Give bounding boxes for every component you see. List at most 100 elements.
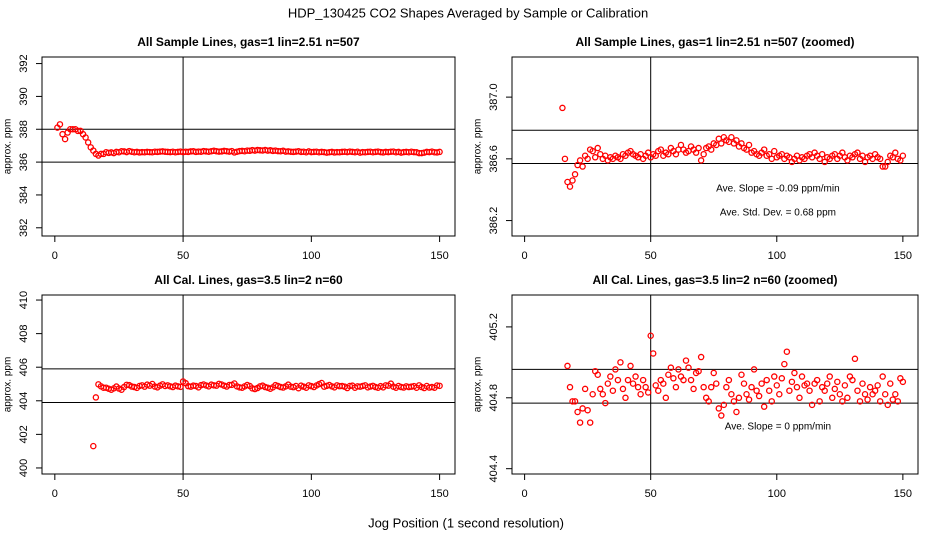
- point: [728, 390, 735, 398]
- point: [803, 380, 811, 387]
- y-tick-label: 386.2: [488, 207, 500, 235]
- point: [818, 150, 826, 158]
- point: [871, 387, 879, 394]
- y-tick-label: 386.6: [488, 145, 500, 173]
- point: [892, 149, 899, 156]
- point: [639, 376, 647, 384]
- point: [718, 140, 725, 147]
- point: [584, 406, 591, 414]
- y-axis-label: approx. ppm: [3, 357, 14, 413]
- point: [612, 366, 619, 373]
- point: [884, 401, 891, 409]
- point: [839, 398, 846, 405]
- y-tick-label: 400: [18, 459, 30, 477]
- x-tick-label: 100: [302, 250, 320, 262]
- point: [854, 149, 861, 156]
- point: [894, 398, 902, 405]
- point: [771, 147, 778, 155]
- y-tick-label: 408: [18, 324, 30, 342]
- point: [856, 398, 864, 405]
- point: [849, 376, 856, 384]
- y-tick-label: 404.8: [488, 384, 500, 412]
- point: [564, 362, 571, 370]
- x-tick-label: 0: [52, 488, 58, 500]
- y-tick-label: 387.0: [488, 83, 500, 111]
- point: [594, 371, 601, 379]
- point: [899, 378, 907, 386]
- point: [700, 383, 707, 391]
- point: [629, 380, 637, 387]
- plot-frame: [41, 56, 456, 237]
- point: [816, 398, 823, 405]
- point: [607, 373, 614, 380]
- point: [561, 155, 569, 163]
- point: [644, 389, 652, 396]
- point: [617, 359, 624, 366]
- y-tick-label: 382: [18, 219, 30, 237]
- point: [740, 380, 748, 387]
- y-tick-label: 384: [18, 186, 30, 204]
- point: [829, 394, 836, 402]
- y-tick-label: 386: [18, 153, 30, 171]
- plot-frame: [511, 294, 919, 475]
- plot-frame: [511, 56, 919, 237]
- point: [748, 383, 755, 391]
- point: [879, 373, 886, 380]
- point: [695, 144, 702, 152]
- point: [861, 390, 869, 398]
- point: [586, 419, 594, 426]
- x-axis-label: Jog Position (1 second resolution): [368, 515, 564, 530]
- point: [675, 366, 682, 373]
- point: [791, 369, 798, 377]
- y-tick-label: 410: [18, 291, 30, 309]
- point: [433, 382, 441, 389]
- point: [627, 362, 634, 370]
- x-tick-label: 50: [645, 488, 657, 500]
- point: [619, 385, 627, 393]
- y-tick-label: 404: [18, 392, 30, 410]
- x-tick-label: 50: [177, 250, 189, 262]
- point: [713, 380, 720, 387]
- point: [723, 383, 730, 391]
- point: [879, 163, 886, 170]
- point: [589, 390, 596, 398]
- panel-title: All Sample Lines, gas=1 lin=2.51 n=507 (…: [575, 35, 854, 49]
- point: [576, 419, 584, 426]
- point: [602, 399, 609, 407]
- point: [634, 383, 642, 391]
- point: [670, 375, 677, 382]
- y-tick-label: 388: [18, 120, 30, 138]
- point: [798, 373, 806, 380]
- x-tick-label: 0: [522, 250, 528, 262]
- point: [876, 155, 884, 163]
- point: [559, 104, 566, 112]
- point: [854, 387, 861, 394]
- point: [571, 171, 579, 178]
- point: [685, 364, 692, 371]
- point: [831, 385, 839, 393]
- point: [591, 154, 599, 161]
- point: [715, 405, 723, 412]
- point: [806, 387, 813, 394]
- y-tick-label: 404.4: [488, 455, 500, 483]
- point: [624, 376, 632, 384]
- point: [859, 380, 866, 387]
- point: [745, 396, 753, 403]
- point: [74, 127, 82, 135]
- point: [725, 376, 733, 384]
- point: [92, 394, 100, 401]
- y-axis-label: approx. ppm: [473, 357, 484, 413]
- point: [793, 383, 801, 391]
- point: [667, 364, 675, 371]
- annotation: Ave. Slope = -0.09 ppm/min: [716, 184, 840, 195]
- panel-title: All Cal. Lines, gas=3.5 lin=2 n=60 (zoom…: [592, 273, 837, 287]
- plot-frame: [41, 294, 456, 475]
- point: [788, 378, 796, 386]
- point: [680, 376, 687, 384]
- point: [892, 390, 899, 398]
- point: [574, 408, 581, 416]
- point: [569, 177, 576, 184]
- point: [690, 385, 697, 393]
- y-axis-label: approx. ppm: [3, 119, 14, 175]
